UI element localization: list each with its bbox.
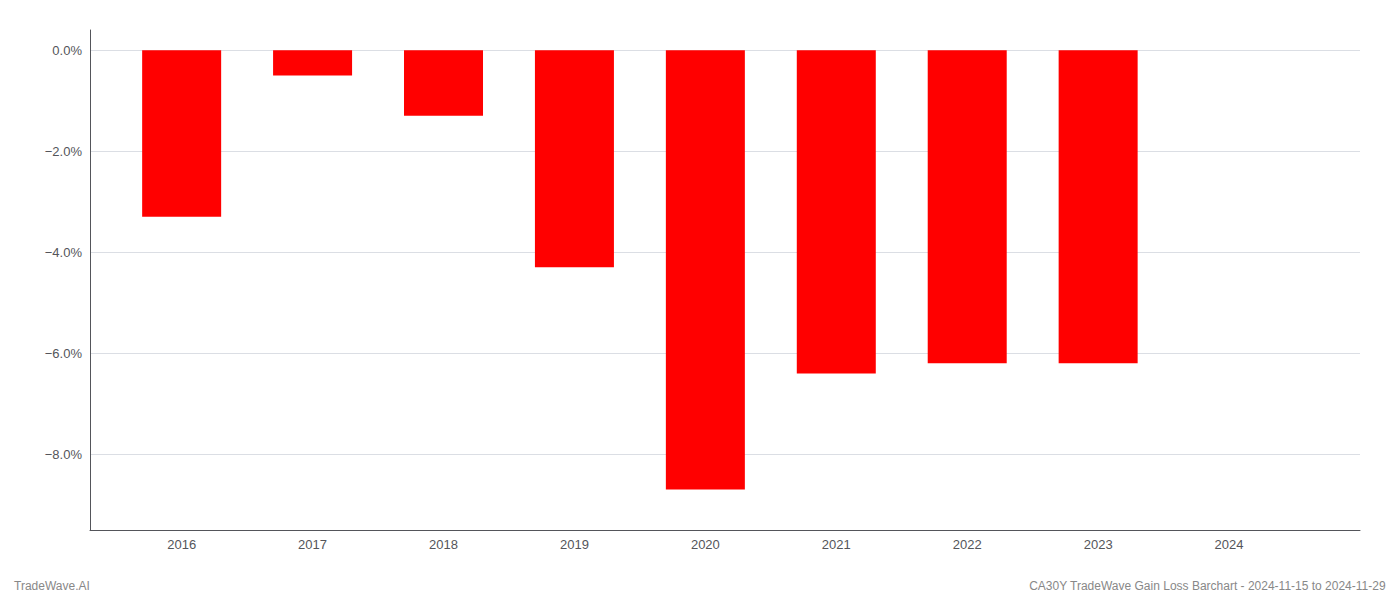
svg-text:−4.0%: −4.0% [45,245,83,260]
svg-text:2020: 2020 [691,537,720,552]
svg-text:−8.0%: −8.0% [45,447,83,462]
svg-text:2016: 2016 [167,537,196,552]
svg-text:2017: 2017 [298,537,327,552]
svg-text:TradeWave.AI: TradeWave.AI [14,579,90,593]
svg-text:2018: 2018 [429,537,458,552]
svg-text:−6.0%: −6.0% [45,346,83,361]
svg-text:2022: 2022 [953,537,982,552]
svg-text:2019: 2019 [560,537,589,552]
svg-text:−2.0%: −2.0% [45,144,83,159]
svg-text:2024: 2024 [1215,537,1244,552]
svg-text:2023: 2023 [1084,537,1113,552]
svg-text:2021: 2021 [822,537,851,552]
svg-text:0.0%: 0.0% [52,43,82,58]
svg-text:CA30Y TradeWave Gain Loss Barc: CA30Y TradeWave Gain Loss Barchart - 202… [1029,579,1386,593]
